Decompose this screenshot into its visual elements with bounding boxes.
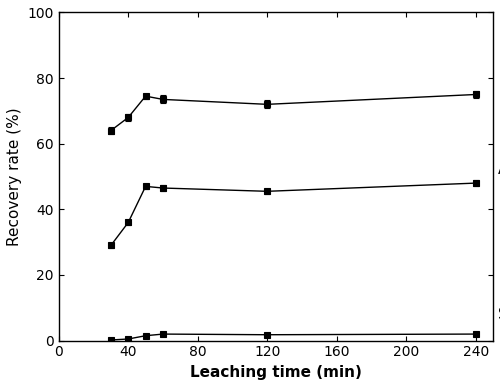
Y-axis label: Recovery rate (%): Recovery rate (%) [7, 107, 22, 246]
Text: Si: Si [498, 307, 500, 322]
X-axis label: Leaching time (min): Leaching time (min) [190, 365, 362, 380]
Text: Al: Al [498, 163, 500, 178]
Text: Pb: Pb [498, 77, 500, 92]
